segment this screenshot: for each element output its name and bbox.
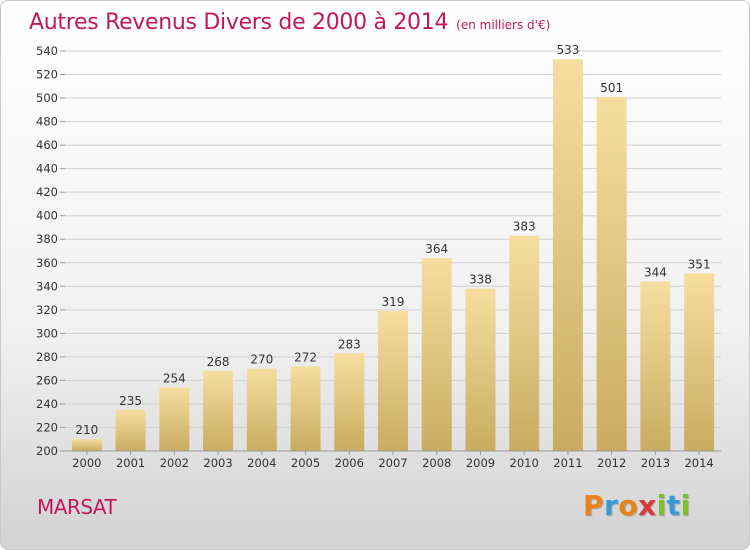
x-tick-label-2007: 2007	[378, 456, 407, 470]
logo-letter: t	[666, 489, 681, 522]
logo-letter: i	[680, 489, 691, 522]
bar-2006	[334, 353, 365, 451]
logo-letter: P	[583, 489, 605, 522]
y-tick-label: 480	[36, 115, 58, 129]
y-tick-label: 300	[36, 326, 58, 340]
bar-2007	[378, 311, 408, 451]
bars	[71, 59, 715, 452]
bar-2005	[290, 366, 321, 451]
bar-2008	[421, 258, 452, 451]
logo-letter: i	[656, 489, 667, 522]
data-label-2003: 268	[207, 355, 230, 369]
data-label-2004: 270	[250, 353, 273, 367]
x-tick-label-2002: 2002	[160, 456, 189, 470]
data-label-2005: 272	[294, 350, 317, 364]
data-labels: 210 235 254 268 270 272 283 319 364 338 383 533 501 3…	[75, 43, 710, 437]
data-label-2012: 501	[600, 81, 623, 95]
data-label-2008: 364	[425, 242, 448, 256]
data-label-2010: 383	[513, 220, 536, 234]
x-tick-label-2001: 2001	[116, 456, 145, 470]
x-tick-label-2004: 2004	[247, 456, 276, 470]
bar-2003	[203, 371, 234, 451]
bar-2012	[596, 96, 627, 451]
y-tick-label: 380	[36, 232, 58, 246]
y-tick-label: 420	[36, 185, 58, 199]
x-tick-label-2000: 2000	[72, 456, 101, 470]
proxiti-logo[interactable]: Proxiti	[583, 489, 691, 522]
data-label-2006: 283	[338, 337, 361, 351]
x-tick-label-2005: 2005	[291, 456, 320, 470]
data-label-2000: 210	[75, 423, 98, 437]
y-tick-label: 200	[36, 444, 58, 458]
bar-2009	[465, 288, 496, 451]
data-label-2007: 319	[382, 295, 405, 309]
x-tick-label-2010: 2010	[510, 456, 539, 470]
x-tick-label-2009: 2009	[466, 456, 495, 470]
bar-2001	[115, 409, 146, 451]
y-tick-label: 500	[36, 91, 58, 105]
x-tick-label-2013: 2013	[641, 456, 670, 470]
data-label-2009: 338	[469, 273, 492, 287]
bar-2014	[684, 273, 715, 451]
data-label-2002: 254	[163, 371, 186, 385]
y-tick-label: 540	[36, 44, 58, 58]
bar-2004	[246, 368, 277, 451]
y-tick-label: 340	[36, 279, 58, 293]
data-label-2011: 533	[556, 43, 579, 57]
x-axis-ticks: 2000 2001 2002 2003 2004 2005 2006 2007 2008 2009…	[72, 451, 714, 470]
bar-2000	[71, 439, 102, 451]
y-tick-label: 240	[36, 397, 58, 411]
y-tick-label: 460	[36, 138, 58, 152]
commune-name: MARSAT	[37, 495, 117, 519]
bar-2013	[640, 281, 671, 451]
y-tick-label: 400	[36, 209, 58, 223]
y-tick-label: 320	[36, 303, 58, 317]
x-tick-label-2012: 2012	[597, 456, 626, 470]
logo-letter: o	[618, 489, 639, 522]
data-label-2013: 344	[644, 266, 667, 280]
logo-letter: r	[604, 489, 619, 522]
x-tick-label-2003: 2003	[203, 456, 232, 470]
y-tick-label: 360	[36, 256, 58, 270]
logo-letter: x	[638, 489, 657, 522]
y-tick-label: 440	[36, 162, 58, 176]
y-tick-label: 220	[36, 420, 58, 434]
chart-title-text: Autres Revenus Divers de 2000 à 2014	[29, 10, 449, 35]
chart-title: Autres Revenus Divers de 2000 à 2014 (en …	[29, 10, 550, 35]
data-label-2014: 351	[688, 257, 711, 271]
bar-2011	[552, 59, 583, 452]
x-tick-label-2014: 2014	[684, 456, 713, 470]
bar-2010	[509, 235, 540, 451]
x-tick-label-2008: 2008	[422, 456, 451, 470]
y-tick-label: 280	[36, 350, 58, 364]
chart-subtitle: (en milliers d'€)	[456, 18, 551, 32]
y-axis-ticks: 200 220 240 260 280 300 320 340 360 380 400 420 440 4…	[36, 44, 65, 458]
bar-2002	[159, 387, 190, 451]
data-label-2001: 235	[119, 394, 142, 408]
y-tick-label: 260	[36, 373, 58, 387]
x-tick-label-2006: 2006	[335, 456, 364, 470]
y-tick-label: 520	[36, 68, 58, 82]
x-tick-label-2011: 2011	[553, 456, 582, 470]
